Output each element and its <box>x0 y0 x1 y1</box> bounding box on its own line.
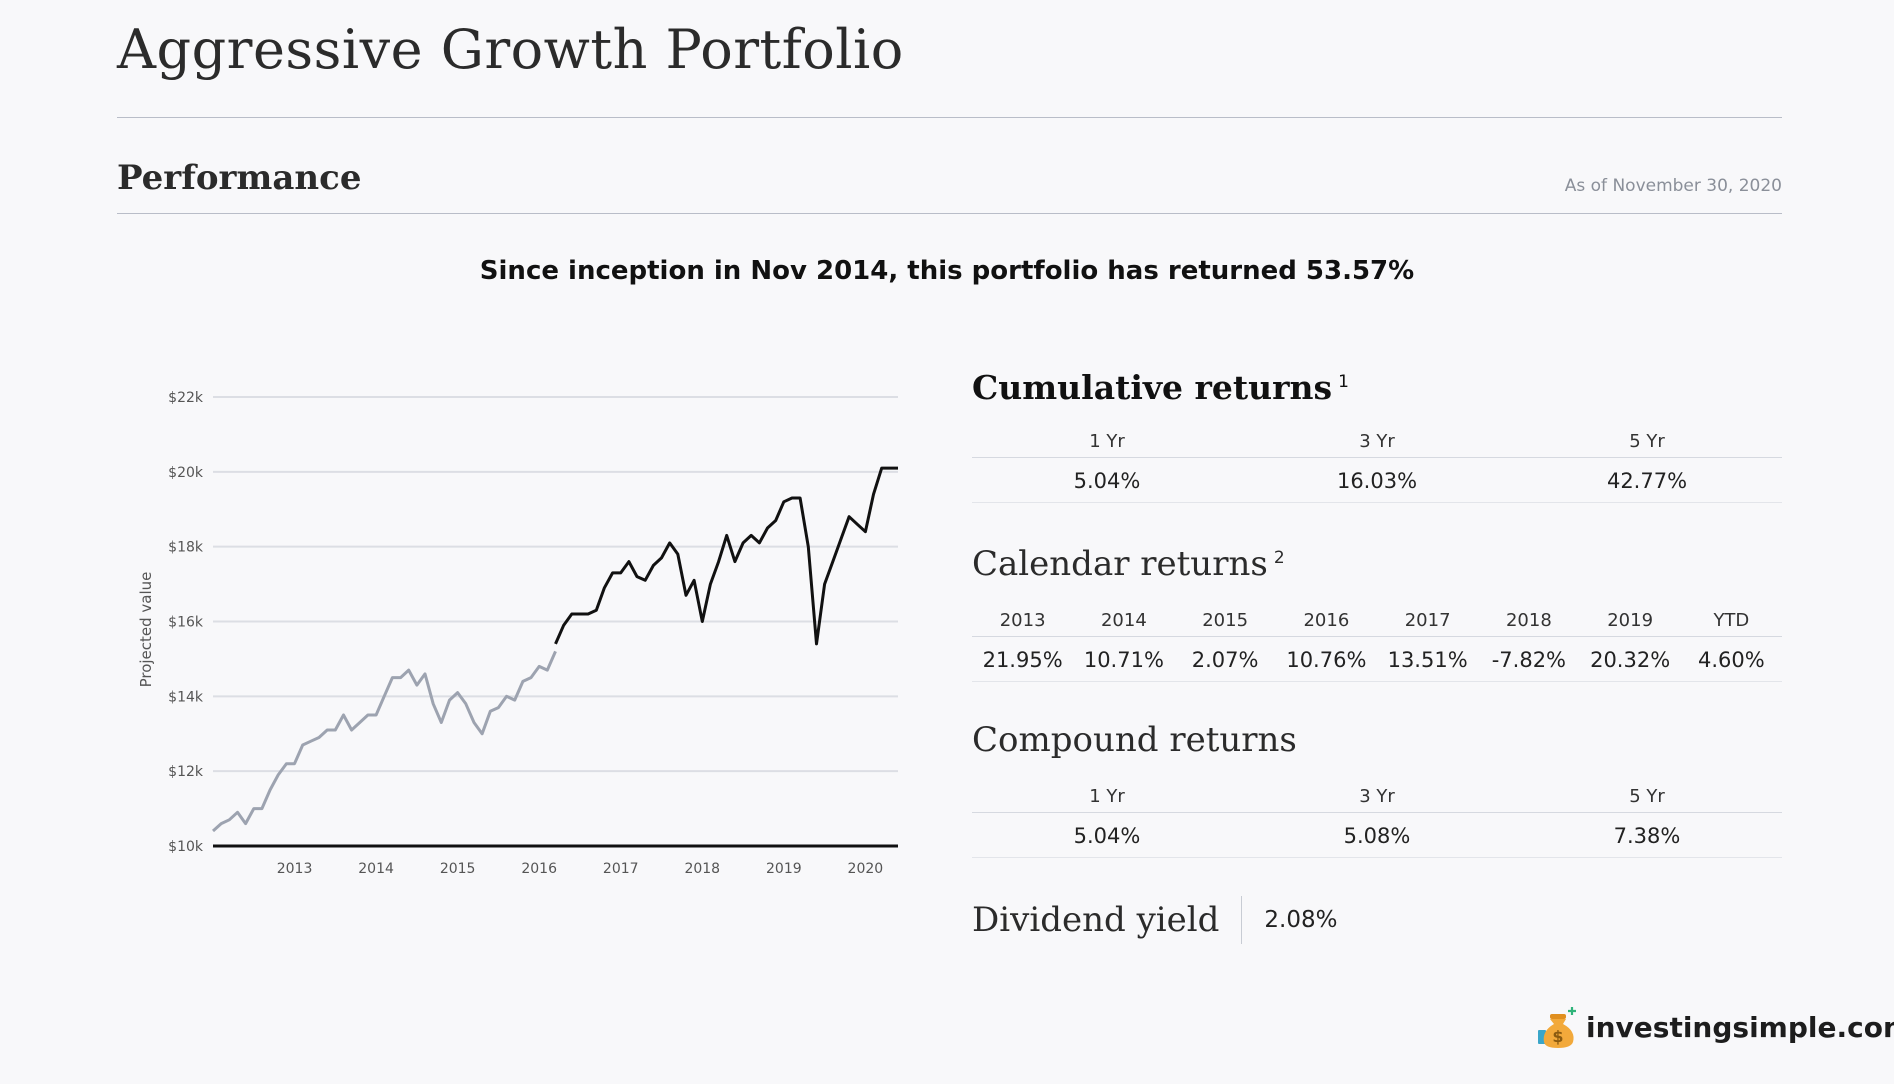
section-title: Performance <box>117 158 362 198</box>
x-tick-label: 2018 <box>684 861 720 877</box>
footnote-1: 1 <box>1338 372 1349 392</box>
col-header: YTD <box>1680 604 1782 637</box>
return-value: 2.07% <box>1174 637 1276 682</box>
compound-returns-table: 1 Yr 3 Yr 5 Yr 5.04% 5.08% 7.38% <box>972 780 1782 858</box>
money-bag-icon: $ <box>1538 1007 1576 1048</box>
calendar-returns-table: 2013 2014 2015 2016 2017 2018 2019 YTD 2… <box>972 604 1782 682</box>
y-axis-title: Projected value <box>137 572 155 688</box>
cumulative-returns-title: Cumulative returns 1 <box>972 368 1349 407</box>
x-tick-label: 2013 <box>277 861 313 877</box>
x-tick-label: 2014 <box>358 861 394 877</box>
x-tick-label: 2015 <box>440 861 476 877</box>
actual-series-line <box>554 466 898 646</box>
col-header: 3 Yr <box>1242 425 1512 458</box>
performance-headline: Since inception in Nov 2014, this portfo… <box>479 256 1415 286</box>
return-value: 13.51% <box>1377 637 1479 682</box>
return-value: 7.38% <box>1512 813 1782 858</box>
brand-logo[interactable]: $ investingsimple.com <box>1536 1005 1894 1049</box>
return-value: 16.03% <box>1242 458 1512 503</box>
col-header: 2015 <box>1174 604 1276 637</box>
calendar-returns-title: Calendar returns 2 <box>972 544 1285 584</box>
col-header: 2019 <box>1579 604 1681 637</box>
y-tick-label: $10k <box>168 839 204 855</box>
y-tick-label: $20k <box>168 465 204 481</box>
col-header: 2013 <box>972 604 1074 637</box>
footnote-2: 2 <box>1273 547 1285 568</box>
y-tick-label: $16k <box>168 615 204 631</box>
x-tick-label: 2020 <box>848 861 884 877</box>
y-tick-label: $18k <box>168 540 204 556</box>
y-tick-label: $22k <box>168 390 204 406</box>
return-value: 5.04% <box>972 458 1242 503</box>
x-tick-label: 2019 <box>766 861 802 877</box>
return-value: 4.60% <box>1680 637 1782 682</box>
dividend-yield-value: 2.08% <box>1264 907 1338 933</box>
logo-text: investingsimple.com <box>1586 1010 1894 1044</box>
section-divider <box>117 213 1782 214</box>
y-tick-label: $12k <box>168 764 204 780</box>
y-tick-label: $14k <box>168 689 204 705</box>
col-header: 3 Yr <box>1242 780 1512 813</box>
col-header: 1 Yr <box>972 425 1242 458</box>
return-value: 42.77% <box>1512 458 1782 503</box>
svg-text:$: $ <box>1552 1027 1563 1046</box>
x-tick-label: 2016 <box>521 861 557 877</box>
col-header: 5 Yr <box>1512 780 1782 813</box>
dividend-yield-label: Dividend yield <box>972 896 1243 944</box>
return-value: 5.04% <box>972 813 1242 858</box>
col-header: 2014 <box>1073 604 1175 637</box>
return-value: 10.76% <box>1275 637 1377 682</box>
page-title: Aggressive Growth Portfolio <box>117 18 904 81</box>
col-header: 2016 <box>1275 604 1377 637</box>
return-value: -7.82% <box>1478 637 1580 682</box>
compound-returns-title: Compound returns <box>972 720 1297 760</box>
dividend-yield-row: Dividend yield 2.08% <box>972 896 1782 944</box>
return-value: 20.32% <box>1579 637 1681 682</box>
return-value: 10.71% <box>1073 637 1175 682</box>
return-value: 21.95% <box>972 637 1074 682</box>
x-tick-label: 2017 <box>603 861 639 877</box>
cumulative-returns-table: 1 Yr 3 Yr 5 Yr 5.04% 16.03% 42.77% <box>972 425 1782 503</box>
as-of-date: As of November 30, 2020 <box>1564 176 1782 196</box>
col-header: 5 Yr <box>1512 425 1782 458</box>
title-divider <box>117 117 1782 118</box>
performance-chart: $10k $12k $14k $16k $18k $20k $22k 2013 2014 2015… <box>137 390 898 877</box>
col-header: 2017 <box>1377 604 1479 637</box>
return-value: 5.08% <box>1242 813 1512 858</box>
col-header: 1 Yr <box>972 780 1242 813</box>
col-header: 2018 <box>1478 604 1580 637</box>
projected-series-line <box>211 650 557 833</box>
